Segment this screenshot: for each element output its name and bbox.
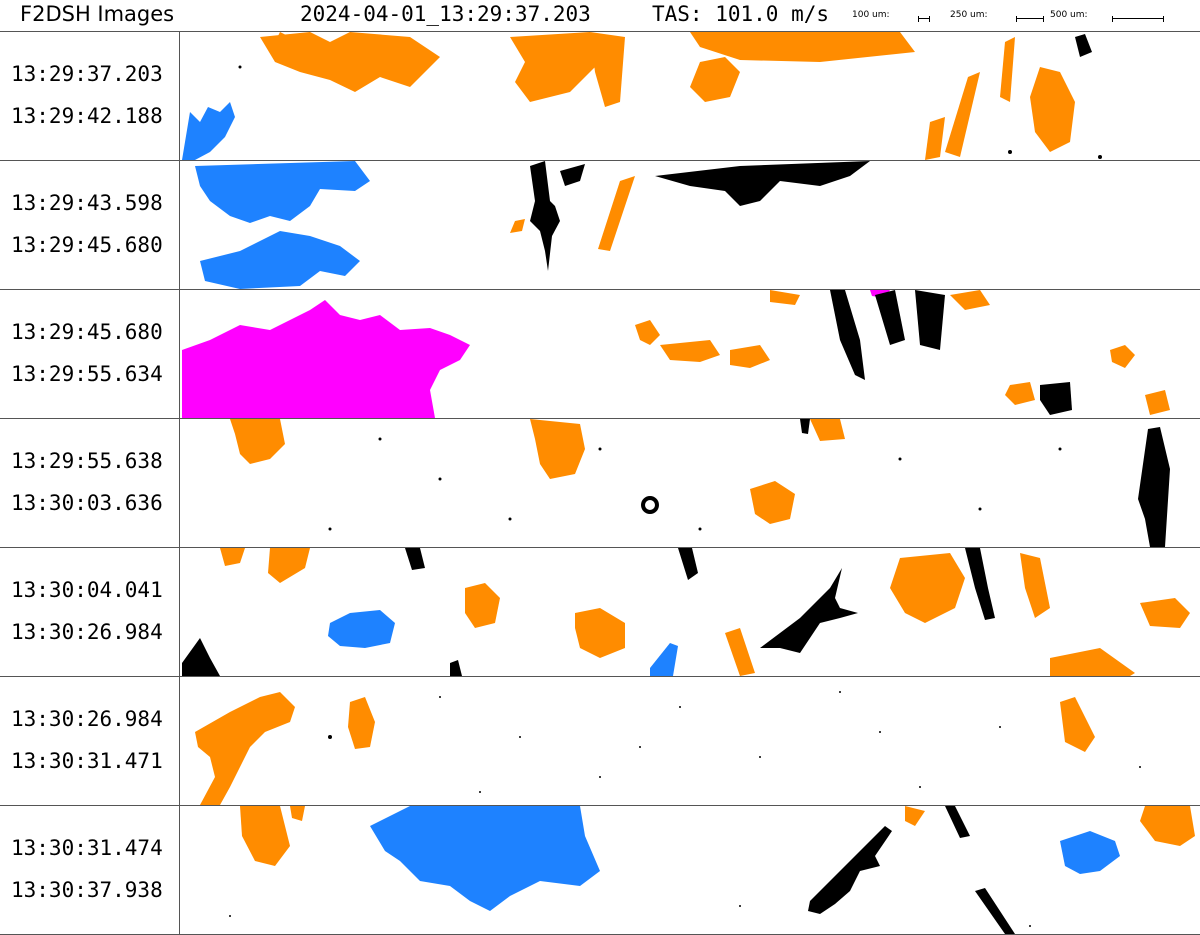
strip-end-time: 13:30:26.984 [11,620,163,644]
strip-start-time: 13:29:43.598 [11,191,163,215]
strip-start-time: 13:30:04.041 [11,578,163,602]
strip-end-time: 13:29:45.680 [11,233,163,257]
particle-images [195,161,870,289]
strip-end-time: 13:30:37.938 [11,878,163,902]
particle-image-area [180,419,1200,548]
particle-images [230,419,1170,547]
time-labels: 13:29:43.598 13:29:45.680 [0,161,180,290]
time-labels: 13:29:45.680 13:29:55.634 [0,290,180,419]
image-strip-2: 13:29:43.598 13:29:45.680 [0,160,1200,290]
strip-end-time: 13:29:55.634 [11,362,163,386]
strip-end-time: 13:30:31.471 [11,749,163,773]
image-strip-1: 13:29:37.203 13:29:42.188 [0,31,1200,161]
image-strip-5: 13:30:04.041 13:30:26.984 [0,547,1200,677]
particle-image-area [180,548,1200,677]
particle-images [229,806,1195,934]
image-strip-3: 13:29:45.680 13:29:55.634 [0,289,1200,419]
scale-250-bar [1016,16,1044,22]
particle-image-area [180,806,1200,935]
strip-start-time: 13:30:26.984 [11,707,163,731]
particle-images [182,548,1190,676]
scale-100-label: 100 um: [852,10,890,20]
strip-start-time: 13:30:31.474 [11,836,163,860]
true-airspeed-readout: TAS: 101.0 m/s [652,2,830,26]
time-labels: 13:30:04.041 13:30:26.984 [0,548,180,677]
strip-end-time: 13:29:42.188 [11,104,163,128]
scale-500-bar [1112,16,1164,22]
strip-start-time: 13:29:37.203 [11,62,163,86]
scale-500-label: 500 um: [1050,10,1088,20]
image-strip-4: 13:29:55.638 13:30:03.636 [0,418,1200,548]
particle-images [195,691,1141,805]
image-strips-frame: 13:29:37.203 13:29:42.188 [0,31,1200,935]
particle-image-area [180,677,1200,806]
particle-image-area [180,290,1200,419]
particle-images [182,32,1102,160]
page-title: F2DSH Images [20,2,175,26]
particle-image-area [180,32,1200,161]
header: F2DSH Images 2024-04-01_13:29:37.203 TAS… [0,0,1200,31]
time-labels: 13:29:37.203 13:29:42.188 [0,32,180,161]
image-strip-7: 13:30:31.474 13:30:37.938 [0,805,1200,935]
scale-100-bar [918,16,930,22]
scale-250-label: 250 um: [950,10,988,20]
time-labels: 13:29:55.638 13:30:03.636 [0,419,180,548]
strip-start-time: 13:29:45.680 [11,320,163,344]
time-labels: 13:30:31.474 13:30:37.938 [0,806,180,935]
time-labels: 13:30:26.984 13:30:31.471 [0,677,180,806]
strip-end-time: 13:30:03.636 [11,491,163,515]
particle-images [182,290,1170,418]
strip-start-time: 13:29:55.638 [11,449,163,473]
image-timestamp: 2024-04-01_13:29:37.203 [300,2,591,26]
image-strip-6: 13:30:26.984 13:30:31.471 [0,676,1200,806]
particle-image-area [180,161,1200,290]
